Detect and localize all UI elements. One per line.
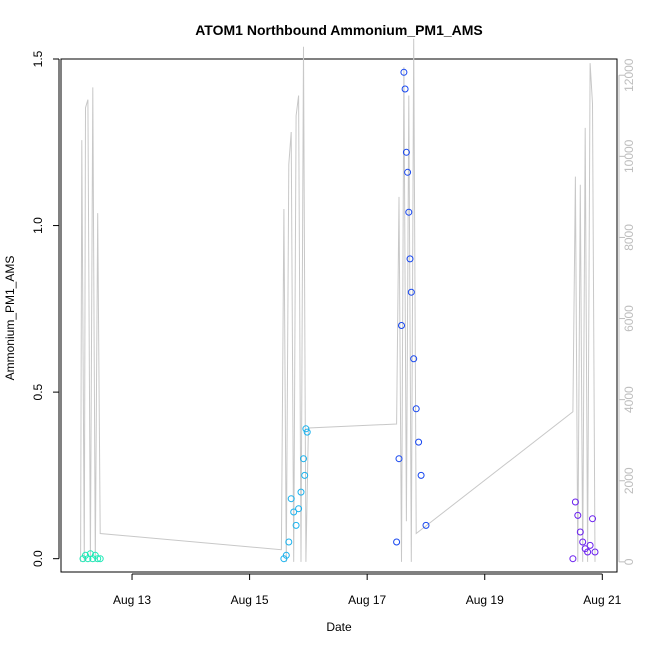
data-point [398, 322, 405, 329]
data-point [410, 355, 418, 363]
data-point [282, 551, 290, 559]
data-point [576, 528, 584, 536]
secondary-tick-label: 0 [622, 558, 636, 565]
axes-layer: 0.0 0.5 1.0 1.5 Aug 13 Aug 15 Aug 17 Aug 19 Aug … [31, 50, 636, 607]
data-point [407, 288, 415, 296]
series-2 [393, 68, 430, 546]
y-axis-label: Ammonium_PM1_AMS [3, 256, 17, 381]
data-point [301, 471, 309, 479]
data-point [96, 555, 104, 563]
data-point [405, 208, 413, 216]
y-tick-label: 1.0 [31, 217, 45, 234]
x-tick-label: Aug 21 [583, 593, 621, 607]
secondary-tick-label: 4000 [622, 386, 636, 413]
data-point [579, 538, 587, 546]
series-0 [79, 550, 104, 563]
data-point [400, 68, 408, 76]
secondary-line [80, 38, 596, 562]
secondary-tick-label: 10000 [622, 139, 636, 173]
x-tick-label: Aug 13 [113, 593, 151, 607]
data-point [303, 428, 311, 436]
data-point [395, 455, 403, 463]
data-point [287, 495, 295, 503]
data-point [94, 555, 102, 563]
y-tick-label: 0.0 [31, 550, 45, 567]
data-point [415, 438, 423, 446]
data-point [406, 255, 414, 263]
data-point [302, 425, 310, 433]
data-point [574, 511, 582, 519]
data-point [569, 555, 577, 563]
x-tick-label: Aug 19 [466, 593, 504, 607]
data-point [584, 548, 592, 556]
data-point [571, 498, 579, 506]
secondary-line-layer [80, 38, 596, 562]
x-tick-label: Aug 17 [348, 593, 386, 607]
data-point [412, 405, 420, 413]
data-point [300, 455, 307, 463]
data-point [417, 471, 425, 479]
data-point [393, 538, 401, 546]
plot-frame [60, 58, 618, 573]
y-tick-label: 1.5 [31, 50, 45, 67]
data-point [404, 168, 412, 176]
data-point [402, 148, 410, 156]
series-1 [280, 425, 311, 563]
data-point [285, 538, 293, 546]
data-point [290, 508, 298, 516]
data-point [401, 85, 409, 93]
series-3 [569, 498, 599, 563]
secondary-tick-label: 6000 [622, 305, 636, 332]
secondary-tick-label: 8000 [622, 224, 636, 251]
x-tick-label: Aug 15 [231, 593, 269, 607]
secondary-tick-label: 2000 [622, 467, 636, 494]
secondary-tick-label: 12000 [622, 58, 636, 92]
y-tick-label: 0.5 [31, 383, 45, 400]
x-axis-label: Date [326, 620, 352, 634]
points-layer [79, 68, 599, 563]
data-point [292, 521, 300, 529]
data-point [589, 515, 596, 523]
chart-title: ATOM1 Northbound Ammonium_PM1_AMS [195, 22, 483, 38]
data-point [586, 541, 594, 549]
data-point [591, 548, 599, 556]
data-point [295, 505, 303, 513]
data-point [422, 521, 430, 529]
data-point [297, 488, 305, 496]
